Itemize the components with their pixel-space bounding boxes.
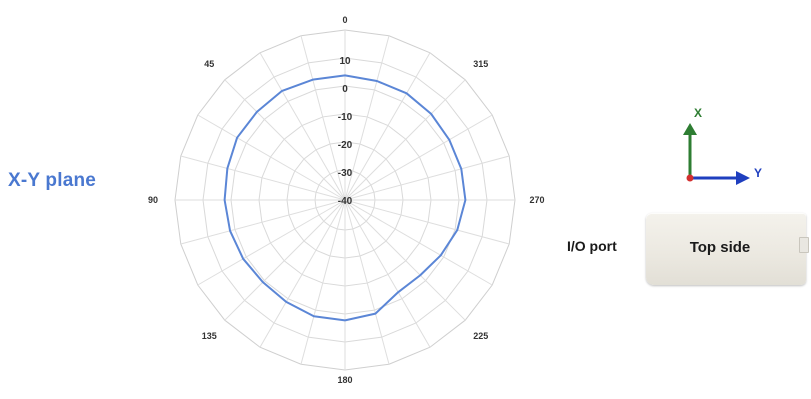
y-axis-letter: Y <box>754 166 762 180</box>
angle-tick-label: 180 <box>337 375 352 385</box>
z-axis-origin-dot <box>686 174 694 182</box>
grid-spoke <box>197 114 346 201</box>
series-layer <box>223 74 467 322</box>
angle-tick-label: 45 <box>204 59 214 69</box>
grid-spoke <box>344 35 390 201</box>
grid-spoke <box>180 155 346 201</box>
grid-spoke <box>344 114 493 201</box>
polar-radiation-chart: 10 0 -10 -20 -30 -40 0 45 90 135 180 225 270 315 <box>148 15 545 385</box>
device-label: Top side <box>689 239 751 256</box>
angle-tick-label: 135 <box>202 331 217 341</box>
angle-tick-label: 270 <box>529 195 544 205</box>
grid-spoke <box>344 79 466 201</box>
radial-tick-label: -30 <box>338 168 353 179</box>
radial-tick-label: -40 <box>338 196 353 207</box>
grid-spoke <box>344 155 510 201</box>
series-line <box>223 74 467 322</box>
io-port-connector <box>799 237 809 253</box>
x-axis-arrow-head <box>683 123 697 135</box>
grid-spoke <box>344 199 466 321</box>
grid-spoke <box>259 52 346 201</box>
grid-spoke <box>224 79 346 201</box>
grid-spoke <box>344 199 390 365</box>
radial-tick-label: -10 <box>338 112 353 123</box>
grid-spoke <box>300 199 346 365</box>
device-top-side: Top side <box>646 213 809 285</box>
radial-tick-label: 10 <box>339 56 351 67</box>
coordinate-axes-icon: X Y <box>683 106 762 185</box>
io-port-label: I/O port <box>567 238 617 254</box>
radial-tick-label: -20 <box>338 140 353 151</box>
angle-tick-label: 225 <box>473 331 488 341</box>
angle-tick-label: 90 <box>148 195 158 205</box>
angle-tick-label: 0 <box>342 15 347 25</box>
grid-spoke <box>300 35 346 201</box>
angle-tick-label: 315 <box>473 59 488 69</box>
grid-spoke <box>197 199 346 286</box>
grid-spoke <box>344 199 431 348</box>
polar-grid <box>174 29 516 371</box>
radial-tick-label: 0 <box>342 84 348 95</box>
grid-spoke <box>224 199 346 321</box>
grid-spoke <box>344 199 493 286</box>
plane-label: X-Y plane <box>8 170 97 191</box>
grid-spoke <box>180 199 346 245</box>
grid-spoke <box>259 199 346 348</box>
grid-spoke <box>344 199 510 245</box>
x-axis-letter: X <box>694 106 702 120</box>
y-axis-arrow-head <box>736 171 750 185</box>
grid-spoke <box>344 52 431 201</box>
label-layer: 10 0 -10 -20 -30 -40 0 45 90 135 180 225 270 315 <box>148 15 545 385</box>
